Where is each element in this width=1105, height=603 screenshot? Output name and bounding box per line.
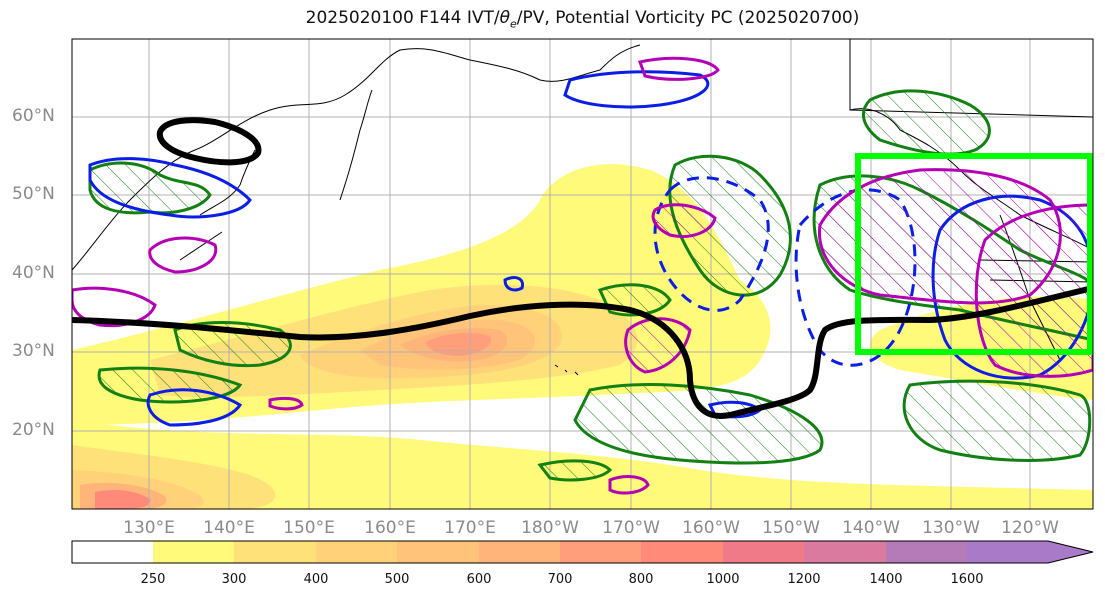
cb-label-300: 300	[221, 572, 247, 587]
cb-swatch-4	[397, 541, 479, 563]
lon-label-150w: 150°W	[762, 518, 820, 538]
pv-region-10	[537, 459, 613, 482]
blue-contour-1	[88, 157, 252, 219]
cb-swatch-1	[153, 541, 234, 563]
cb-label-1000: 1000	[706, 572, 740, 587]
cb-label-1200: 1200	[787, 572, 821, 587]
magenta-contour-7	[651, 203, 717, 238]
cb-label-600: 600	[466, 572, 492, 587]
kamchatka-coastline	[339, 89, 373, 201]
lon-label-170w: 170°W	[602, 518, 660, 538]
cb-outline	[71, 540, 1094, 564]
lon-label-120w: 120°W	[1001, 518, 1059, 538]
cb-swatch-0	[72, 541, 153, 563]
lon-label-130e: 130°E	[123, 518, 175, 538]
lon-label-160w: 160°W	[682, 518, 740, 538]
cb-label-400: 400	[303, 572, 329, 587]
blue-contour-4	[653, 176, 770, 312]
magenta-contour-9	[608, 475, 650, 495]
lon-label-160e: 160°E	[364, 518, 416, 538]
highlight-box	[855, 153, 1093, 355]
cb-label-1400: 1400	[869, 572, 903, 587]
chart-title: 2025020100 F144 IVT/θe/PV, Potential Vor…	[305, 8, 860, 31]
lon-label-150e: 150°E	[283, 518, 335, 538]
cb-swatch-8	[723, 541, 804, 563]
blue-contour-5	[794, 188, 917, 367]
jet-contour-loop	[156, 117, 262, 166]
lat-label-20: 20°N	[12, 420, 55, 440]
black-contours	[72, 117, 1093, 419]
lon-label-140e: 140°E	[203, 518, 255, 538]
cb-swatch-7	[641, 541, 723, 563]
magenta-contour-8	[268, 396, 304, 411]
cb-swatch-6	[560, 541, 641, 563]
cb-swatch-5	[479, 541, 560, 563]
lon-label-180w: 180°W	[521, 518, 579, 538]
cb-label-800: 800	[628, 572, 654, 587]
cb-extend-arrow	[1048, 541, 1093, 563]
lon-label-130w: 130°W	[922, 518, 980, 538]
cb-label-500: 500	[384, 572, 410, 587]
pv-region-1	[88, 161, 212, 215]
lon-label-170e: 170°E	[444, 518, 496, 538]
blue-contour-2	[563, 70, 710, 109]
pv-region-6	[861, 89, 991, 156]
cb-swatch-11	[967, 541, 1048, 563]
magenta-contour-2	[148, 236, 218, 274]
cb-swatch-3	[316, 541, 397, 563]
blue-contour-3	[146, 388, 243, 427]
cb-label-1600: 1600	[950, 572, 984, 587]
cb-label-250: 250	[140, 572, 166, 587]
magenta-contour-5	[974, 203, 1093, 378]
lat-label-30: 30°N	[12, 341, 55, 361]
pv-region-7	[573, 383, 824, 465]
ivt-band-700	[425, 332, 491, 356]
lat-label-50: 50°N	[12, 184, 55, 204]
colorbar	[71, 540, 1094, 564]
pv-region-8	[902, 379, 1092, 462]
cb-swatch-2	[234, 541, 316, 563]
lon-label-140w: 140°W	[842, 518, 900, 538]
magenta-contours	[72, 56, 1093, 495]
lat-label-60: 60°N	[12, 106, 55, 126]
pv-region-3	[97, 366, 243, 404]
lat-label-40: 40°N	[12, 263, 55, 283]
map-frame	[71, 38, 1094, 510]
cb-swatch-9	[804, 541, 886, 563]
cb-swatch-10	[886, 541, 967, 563]
cb-label-700: 700	[547, 572, 573, 587]
magenta-contour-1	[638, 56, 720, 81]
hawaii-islands	[554, 364, 579, 376]
ivt-band-800b	[95, 490, 151, 509]
blue-contour-8	[503, 276, 525, 292]
jet-contour-main	[72, 285, 1093, 419]
